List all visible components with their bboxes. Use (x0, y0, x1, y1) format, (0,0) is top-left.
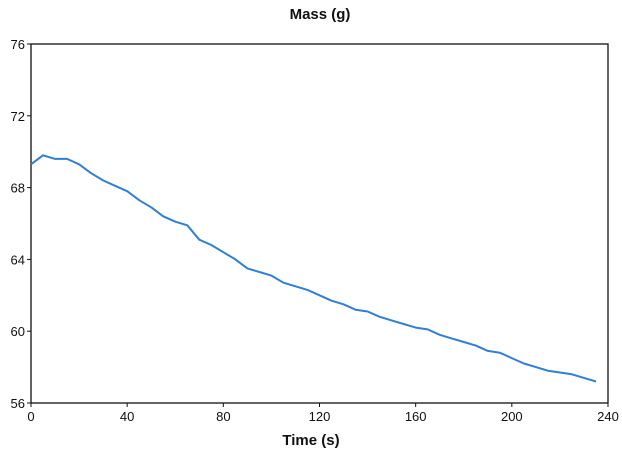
plot-frame (30, 43, 609, 404)
y-tick-label: 72 (11, 109, 25, 124)
x-tick-label: 160 (405, 409, 427, 424)
y-tick-label: 60 (11, 324, 25, 339)
y-tick-label: 76 (11, 37, 25, 52)
series-line-0 (30, 154, 597, 383)
x-axis: 0 40 80 120 160 200 240 (27, 403, 619, 424)
x-tick-label: 200 (501, 409, 523, 424)
y-tick-label: 64 (11, 252, 25, 267)
x-axis-label: Time (s) (282, 432, 340, 449)
chart-title: Mass (g) (289, 6, 351, 23)
x-tick-label: 80 (216, 409, 230, 424)
x-tick-label: 40 (120, 409, 134, 424)
x-tick-label: 240 (597, 409, 619, 424)
y-axis: 56 60 64 68 72 76 (11, 37, 31, 411)
y-tick-label: 56 (11, 396, 25, 411)
x-tick-label: 120 (309, 409, 331, 424)
x-tick-label: 0 (27, 409, 34, 424)
series-group (30, 154, 597, 383)
y-tick-label: 68 (11, 181, 25, 196)
